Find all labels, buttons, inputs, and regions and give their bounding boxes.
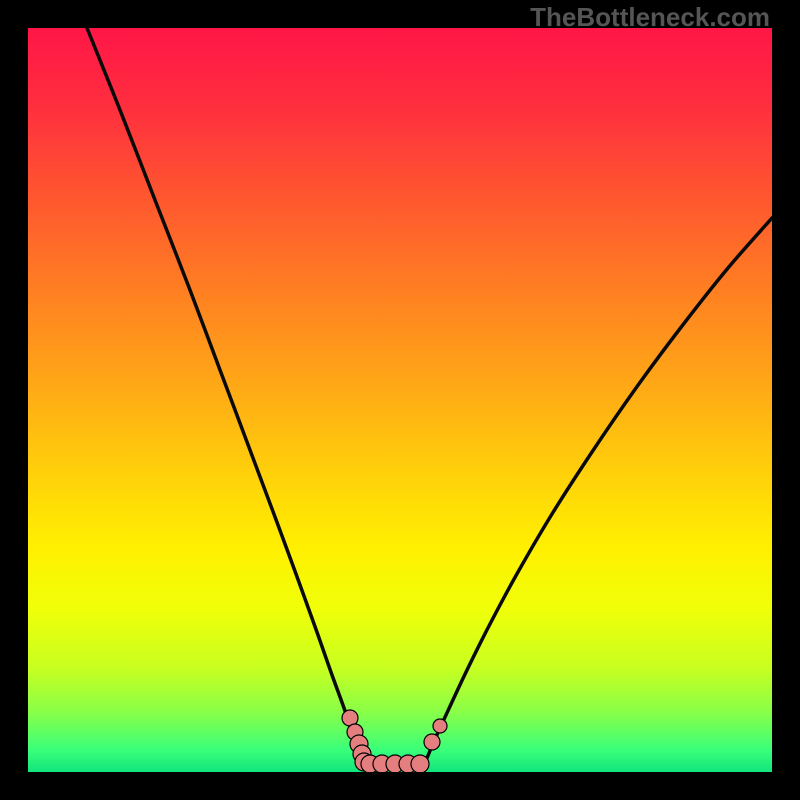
curve-left	[87, 28, 364, 763]
frame-left	[0, 0, 28, 800]
chart-container: TheBottleneck.com	[0, 0, 800, 800]
frame-bottom	[0, 772, 800, 800]
frame-right	[772, 0, 800, 800]
watermark-text: TheBottleneck.com	[530, 2, 770, 33]
data-dot-right	[433, 719, 447, 733]
curves-layer	[0, 0, 800, 800]
data-dot-right	[424, 734, 440, 750]
data-dot-bottom	[411, 755, 429, 773]
curve-right	[425, 218, 772, 763]
